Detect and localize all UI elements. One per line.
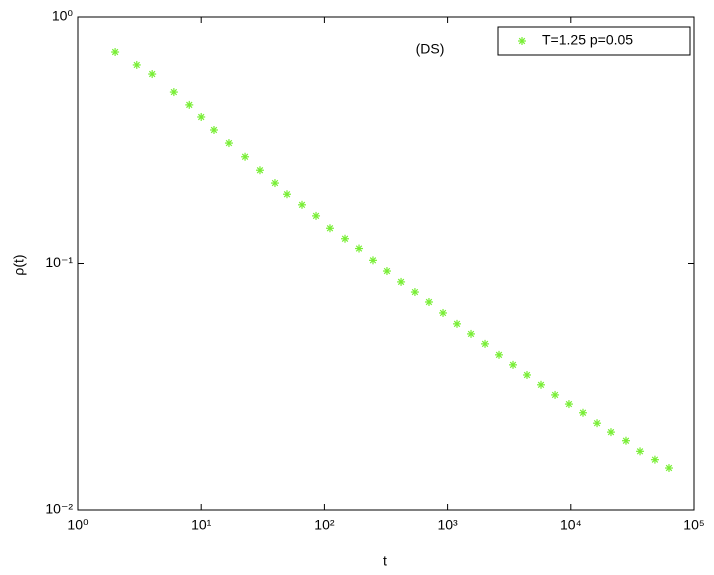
point [298,200,307,209]
x-tick-label: 10⁵ [683,517,704,533]
marker-stroke [565,400,573,408]
marker-stroke [467,330,475,338]
marker-stroke [523,371,531,379]
point [621,436,630,445]
marker-stroke [509,361,517,369]
point [368,256,377,265]
x-tick-label: 10² [314,517,335,533]
y-axis-label: ρ(t) [11,254,27,275]
marker-stroke [326,225,334,232]
marker-stroke [312,212,320,220]
marker-stroke [170,88,178,96]
legend-label: T=1.25 p=0.05 [542,32,633,48]
marker-stroke [439,309,447,317]
marker-stroke [369,257,377,264]
marker-stroke [148,70,156,78]
marker-stroke [283,191,291,198]
point [224,139,233,148]
point [270,179,279,188]
point [255,166,264,175]
point [382,267,391,276]
marker-stroke [210,126,218,134]
legend-box [497,26,691,56]
marker-stroke [579,409,587,416]
point [439,308,448,317]
marker-stroke [636,448,644,455]
annotation: (DS) [416,41,445,57]
point [355,244,364,253]
point [197,112,206,121]
y-tick-label: 10⁰ [52,8,74,24]
marker-stroke [551,391,559,399]
point [397,277,406,286]
y-tick-label: 10⁻¹ [45,254,73,270]
point [522,370,531,379]
legend-marker [518,37,526,45]
point [606,428,615,437]
marker-stroke [256,167,264,174]
marker-stroke [397,278,405,286]
marker-stroke [425,298,433,306]
point [509,360,518,369]
marker-stroke [241,153,249,160]
point [481,339,490,348]
point [537,380,546,389]
x-tick-label: 10³ [437,517,458,533]
marker-stroke [481,340,489,348]
point [593,419,602,428]
x-tick-label: 10⁰ [67,517,89,533]
marker-stroke [411,288,419,296]
point [551,390,560,399]
point [636,447,645,456]
marker-stroke [607,428,615,436]
marker-stroke [341,235,349,242]
marker-stroke [298,201,306,209]
marker-stroke [186,101,193,109]
point [132,60,141,69]
marker-stroke [225,139,233,147]
point [185,100,194,109]
point [564,400,573,409]
point [664,464,673,473]
point [410,288,419,297]
x-tick-label: 10¹ [191,517,212,533]
point [169,88,178,97]
point [650,455,659,464]
point [312,211,321,220]
marker-stroke [593,419,601,427]
point [495,350,504,359]
point [467,329,476,338]
point [452,319,461,328]
point [325,224,334,233]
marker-stroke [622,437,630,444]
marker-stroke [383,267,391,275]
marker-stroke [271,179,279,187]
point [241,152,250,161]
point [578,408,587,417]
marker-stroke [518,37,526,45]
point [282,190,291,199]
marker-stroke [665,464,673,472]
marker-stroke [133,61,141,69]
marker-stroke [111,48,119,56]
point [148,70,157,79]
x-axis-label: t [383,553,387,569]
marker-stroke [651,456,659,463]
marker-stroke [453,320,461,328]
point [111,48,120,57]
point [341,234,350,243]
plot-frame [77,16,695,511]
marker-stroke [495,351,503,359]
y-tick-label: 10⁻² [45,501,73,517]
marker-stroke [355,245,363,252]
point [424,297,433,306]
x-tick-label: 10⁴ [560,517,582,533]
marker-stroke [537,381,545,389]
marker-stroke [197,113,205,121]
point [209,126,218,135]
